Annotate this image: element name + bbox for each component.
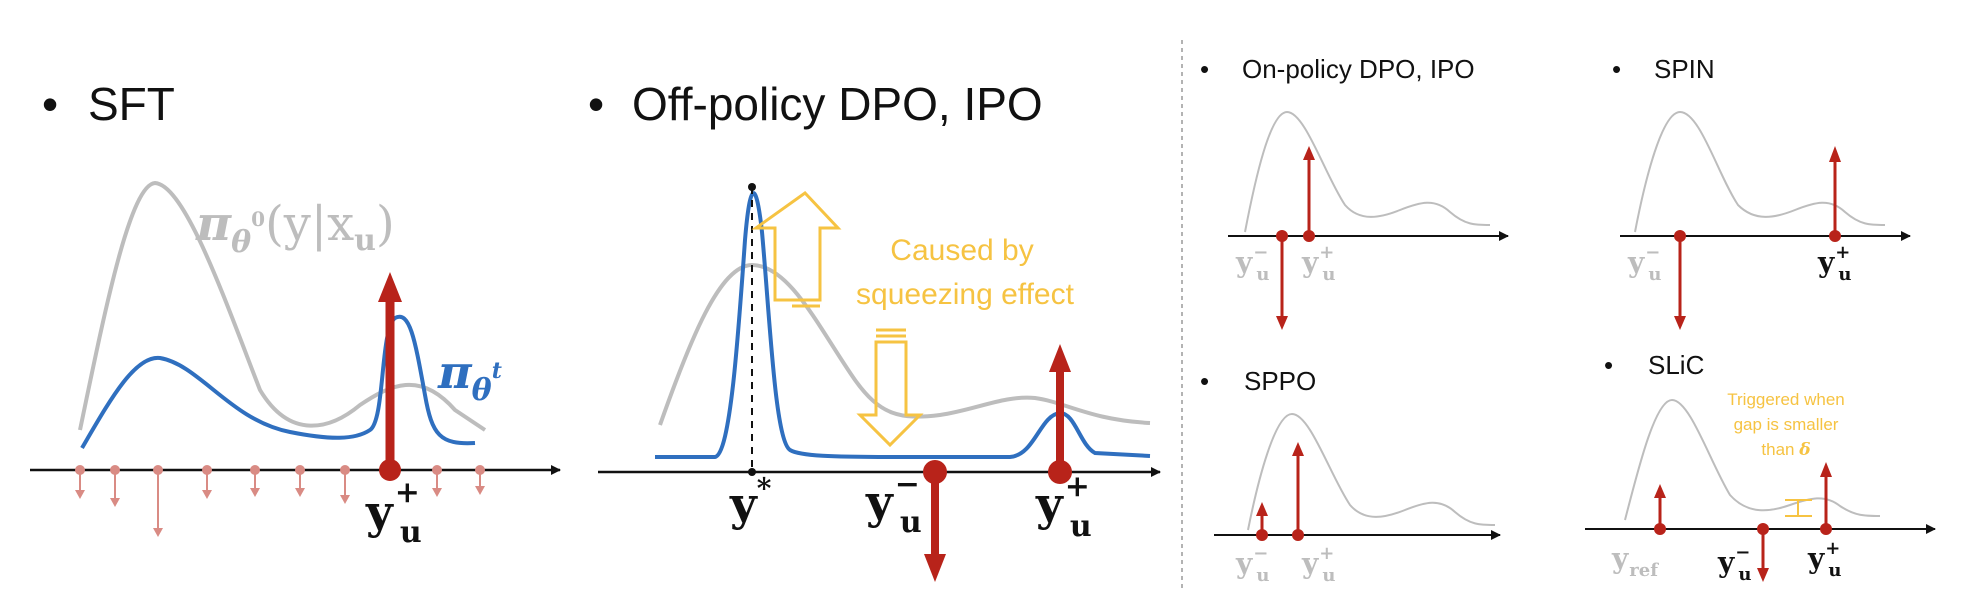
sft-y-positive-label: y+ u	[365, 475, 422, 550]
pink-down-arrow	[75, 465, 85, 499]
sppo-y-negative-label: y− u	[1235, 543, 1269, 586]
onpolicy-reference-curve	[1244, 110, 1491, 233]
slic-bullet: •	[1604, 350, 1613, 380]
slic-ref-positive-arrow	[1654, 484, 1666, 535]
spin-bullet: •	[1612, 54, 1621, 84]
panel-offpolicy-dpo: • Off-policy DPO, IPO Caused by squeezin…	[588, 78, 1161, 582]
squeezing-annotation-line1: Caused by	[890, 234, 1033, 267]
offpolicy-negative-gradient-arrow	[923, 460, 947, 582]
slic-annotation-line1: Triggered when	[1727, 390, 1845, 409]
onpolicy-y-positive-label: y+ u	[1301, 242, 1335, 285]
slic-y-ref-label: yref	[1611, 542, 1659, 581]
slic-negative-gradient-arrow	[1757, 523, 1769, 582]
offpolicy-y-negative-label: y− u	[865, 467, 922, 540]
pink-down-arrow	[250, 465, 260, 497]
squeezing-up-arrow	[751, 191, 842, 302]
onpolicy-title: On-policy DPO, IPO	[1242, 54, 1475, 84]
slic-y-positive-label: y+ u	[1807, 538, 1841, 581]
offpolicy-reference-curve	[658, 262, 1151, 426]
offpolicy-policy-curve	[655, 191, 1151, 459]
panel-sft: • SFT πθ0(y|xu)	[30, 78, 561, 550]
pink-down-arrow	[475, 465, 485, 495]
panel-onpolicy-dpo: • On-policy DPO, IPO y− u y+ u	[1200, 54, 1509, 330]
spin-positive-gradient-arrow	[1829, 146, 1841, 242]
sppo-title: SPPO	[1244, 366, 1316, 396]
sft-bullet: •	[42, 78, 58, 130]
sft-negative-gradients	[75, 465, 485, 537]
pink-down-arrow	[432, 465, 442, 497]
sppo-bullet: •	[1200, 366, 1209, 396]
ystar-axis-dot	[748, 468, 756, 476]
sft-policy-curve	[80, 314, 476, 450]
onpolicy-positive-gradient-arrow	[1303, 146, 1315, 242]
pink-down-arrow	[153, 465, 163, 537]
spin-reference-curve	[1634, 110, 1886, 233]
spin-y-negative-label: y− u	[1627, 242, 1661, 285]
onpolicy-y-negative-label: y− u	[1235, 242, 1269, 285]
pink-down-arrow	[340, 465, 350, 504]
offpolicy-y-positive-label: y+ u	[1035, 469, 1092, 544]
spin-y-positive-label: y+ u	[1817, 242, 1851, 285]
spin-title: SPIN	[1654, 54, 1715, 84]
pink-down-arrow	[110, 465, 120, 507]
squeezing-down-arrow	[856, 340, 924, 448]
slic-positive-gradient-arrow	[1820, 462, 1832, 535]
pink-down-arrow	[202, 465, 212, 499]
sft-title: SFT	[88, 78, 175, 130]
offpolicy-title: Off-policy DPO, IPO	[632, 78, 1043, 130]
onpolicy-negative-gradient-arrow	[1276, 230, 1288, 330]
ystar-peak-dot	[748, 183, 756, 191]
squeezing-annotation-line2: squeezing effect	[856, 278, 1075, 311]
slic-annotation-line2: gap is smaller	[1734, 415, 1839, 434]
offpolicy-bullet: •	[588, 78, 604, 130]
slic-gap-bracket	[1785, 499, 1812, 517]
slic-annotation-line3: than δ	[1761, 440, 1810, 460]
sft-reference-policy-label: πθ0(y|xu)	[195, 196, 395, 260]
panel-sppo: • SPPO y− u y+ u	[1200, 366, 1501, 586]
offpolicy-positive-gradient-arrow	[1048, 344, 1072, 484]
pink-down-arrow	[295, 465, 305, 497]
sft-policy-label: πθt	[437, 345, 502, 408]
panel-slic: • SLiC Triggered when gap is smaller	[1585, 350, 1936, 585]
sppo-positive-gradient-arrow	[1292, 442, 1304, 541]
panel-spin: • SPIN y− u y+ u	[1612, 54, 1911, 330]
sft-positive-gradient-arrow	[378, 272, 402, 481]
slic-y-negative-label: y− u	[1717, 542, 1751, 585]
ystar-label: y*	[729, 472, 772, 531]
sppo-y-positive-label: y+ u	[1301, 543, 1335, 586]
sppo-small-positive-arrow	[1256, 502, 1268, 541]
slic-reference-curve	[1624, 398, 1881, 521]
onpolicy-bullet: •	[1200, 54, 1209, 84]
spin-negative-gradient-arrow	[1674, 230, 1686, 330]
slic-title: SLiC	[1648, 350, 1704, 380]
sppo-reference-curve	[1247, 412, 1496, 531]
